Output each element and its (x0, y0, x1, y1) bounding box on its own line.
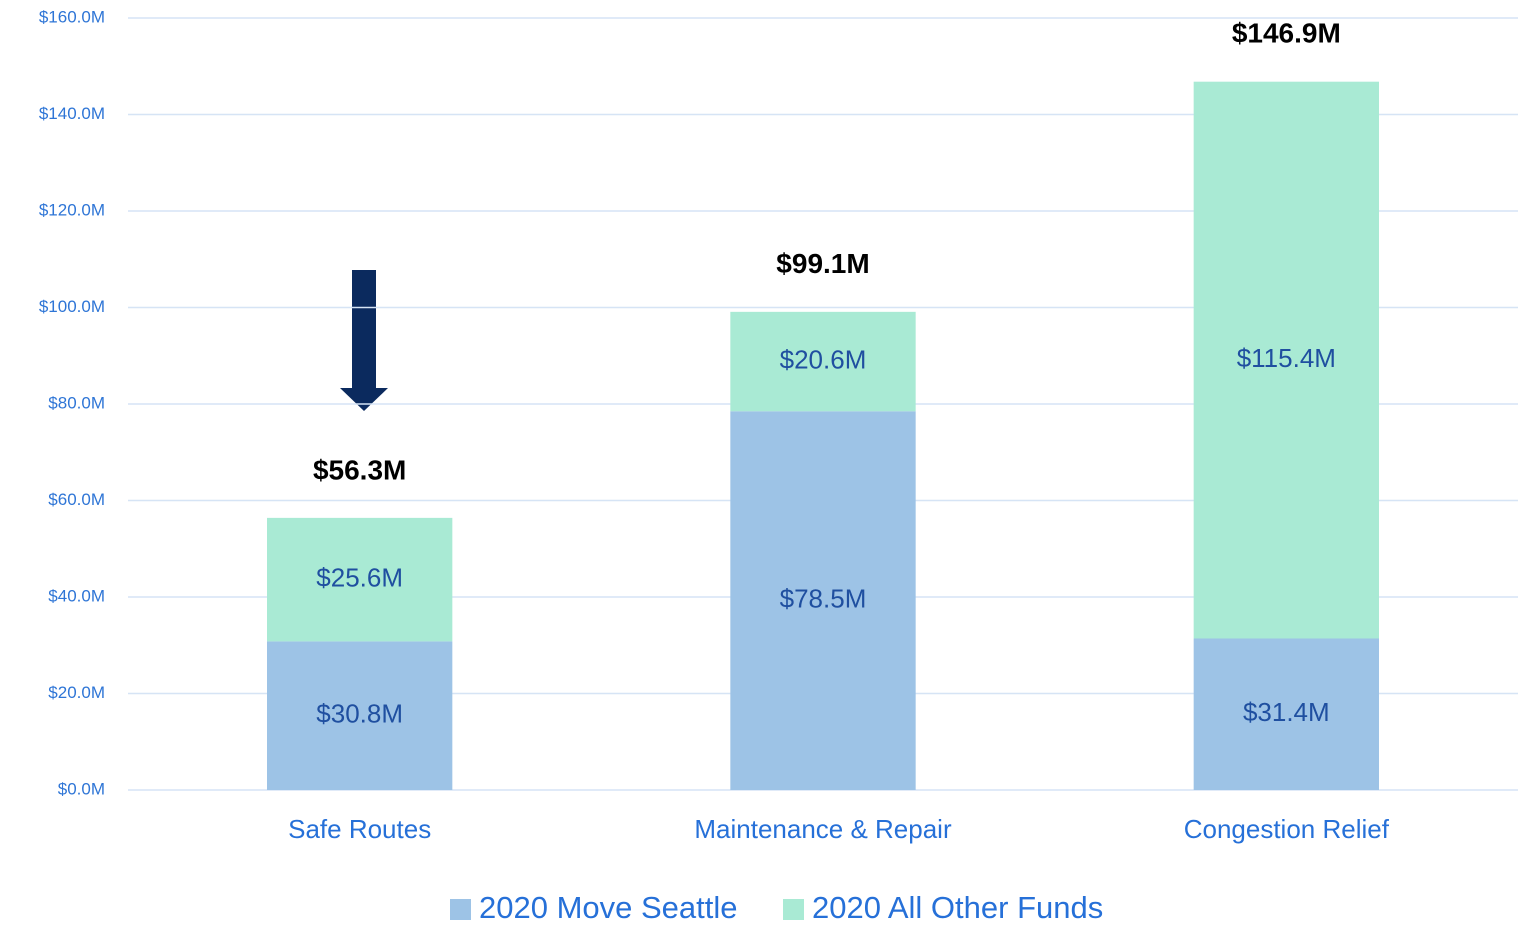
x-tick-label: Congestion Relief (1184, 814, 1390, 844)
y-tick-label: $120.0M (39, 200, 105, 219)
data-label: $31.4M (1243, 697, 1330, 727)
arrow-shaft (352, 270, 376, 390)
y-tick-label: $20.0M (48, 683, 105, 702)
legend-swatch (450, 899, 471, 920)
y-tick-label: $160.0M (39, 7, 105, 26)
total-label: $56.3M (313, 455, 406, 486)
y-tick-label: $100.0M (39, 297, 105, 316)
legend-label: 2020 Move Seattle (479, 890, 738, 925)
bar-segment (1193, 81, 1379, 639)
total-label: $146.9M (1232, 18, 1341, 49)
legend-label: 2020 All Other Funds (812, 890, 1103, 925)
x-tick-label: Maintenance & Repair (694, 814, 952, 844)
bar-segment (1193, 638, 1379, 790)
y-tick-label: $60.0M (48, 490, 105, 509)
y-tick-label: $80.0M (48, 393, 105, 412)
arrow-head (340, 388, 388, 411)
bar-segment (730, 311, 916, 412)
x-tick-label: Safe Routes (288, 814, 431, 844)
bar-segment (267, 517, 453, 642)
data-label: $30.8M (316, 699, 403, 729)
bar-segment (730, 411, 916, 790)
data-label: $78.5M (780, 583, 867, 613)
data-label: $20.6M (780, 344, 867, 374)
y-tick-label: $40.0M (48, 586, 105, 605)
y-tick-label: $0.0M (58, 779, 105, 798)
bar-segment (267, 641, 453, 790)
total-label: $99.1M (776, 248, 869, 279)
data-label: $115.4M (1237, 343, 1336, 373)
data-label: $25.6M (316, 563, 403, 593)
legend-swatch (783, 899, 804, 920)
y-tick-label: $140.0M (39, 104, 105, 123)
